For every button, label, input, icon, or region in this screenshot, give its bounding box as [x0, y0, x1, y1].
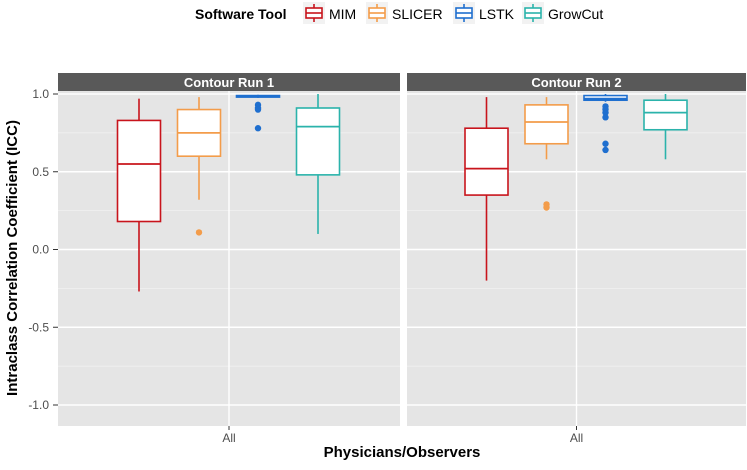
y-tick-label: -0.5 [28, 320, 49, 334]
outlier-point [602, 140, 609, 147]
x-tick-label: All [570, 431, 583, 445]
outlier-point [602, 109, 609, 116]
outlier-point [602, 114, 609, 121]
y-tick-label: -1.0 [28, 398, 49, 412]
strip-background [407, 73, 746, 91]
strip-label: Contour Run 2 [531, 75, 621, 90]
outlier-point [602, 146, 609, 154]
box-slicer [524, 97, 569, 211]
box [295, 107, 341, 176]
y-axis: -1.0 -0.5 0.0 0.5 1.0 [28, 87, 58, 412]
panel-1: Contour Run 1 All [58, 73, 400, 445]
legend-label-slicer: SLICER [392, 6, 443, 22]
outlier-point [254, 125, 262, 132]
legend-label-lstk: LSTK [479, 6, 515, 22]
panel-2: Contour Run 2 All [407, 73, 746, 445]
box [524, 104, 569, 145]
strip-background [58, 73, 400, 91]
box-slicer [176, 97, 222, 236]
box-growcut [643, 94, 688, 160]
box [643, 99, 688, 131]
y-tick-label: 0.5 [32, 165, 49, 179]
legend-label-mim: MIM [329, 6, 356, 22]
box [464, 127, 509, 196]
legend-title: Software Tool [195, 6, 287, 22]
y-tick-label: 1.0 [32, 87, 49, 101]
x-tick-label: All [222, 431, 235, 445]
y-tick-label: 0.0 [32, 243, 49, 257]
box [116, 119, 162, 223]
outlier-point [543, 204, 550, 211]
box-mim [464, 97, 509, 281]
legend-label-growcut: GrowCut [548, 6, 603, 22]
box-lstk [235, 94, 281, 132]
x-axis-title: Physicians/Observers [324, 444, 481, 461]
outlier-point [254, 106, 262, 113]
legend: Software Tool MIM SLICER LSTK GrowCut [195, 2, 603, 24]
box-growcut [295, 94, 341, 234]
box-lstk [583, 94, 628, 154]
y-axis-title: Intraclass Correlation Coefficient (ICC) [4, 120, 21, 396]
box-mim [116, 98, 162, 292]
strip-label: Contour Run 1 [184, 75, 274, 90]
outlier-point [195, 229, 203, 236]
